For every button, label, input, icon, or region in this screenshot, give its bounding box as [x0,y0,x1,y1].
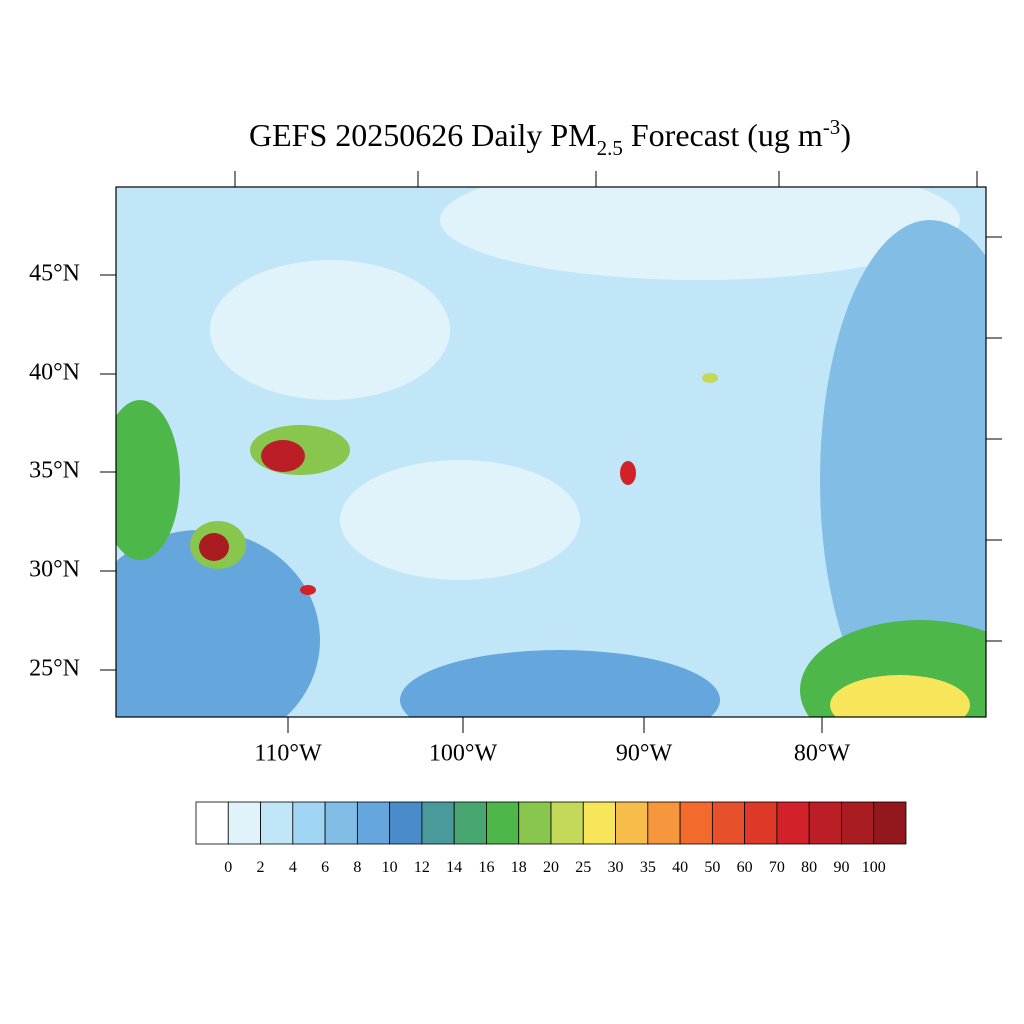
colorbar-label: 50 [704,859,720,876]
map-frame [115,186,987,718]
map-field [116,187,986,717]
title: GEFS 20250626 Daily PM2.5 Forecast (ug m… [249,115,851,160]
colorbar-box [227,801,261,845]
colorbar-label: 40 [672,859,688,876]
colorbar-label: 6 [321,859,329,876]
colorbar-box [292,801,326,845]
colorbar-label: 20 [543,859,559,876]
colorbar-label: 30 [608,859,624,876]
colorbar-box [582,801,616,845]
colorbar-box [550,801,584,845]
colorbar-label: 10 [382,859,398,876]
colorbar-label: 90 [833,859,849,876]
colorbar-label: 70 [769,859,785,876]
colorbar-label: 60 [737,859,753,876]
colorbar-box [647,801,681,845]
colorbar-box [389,801,423,845]
axis-labels: 45°N 40°N 35°N 30°N 25°N 110°W 100°W 90°W 80°W [29,261,850,767]
colorbar-label: 35 [640,859,656,876]
colorbar-box [841,801,875,845]
colorbar-box [356,801,391,845]
colorbar-box [486,801,520,845]
colorbar-box [324,801,358,845]
lat-label: 30°N [29,557,80,583]
lat-label: 25°N [29,656,80,682]
lat-label: 35°N [29,458,80,484]
colorbar-box [873,801,907,845]
colorbar-box [518,801,552,845]
colorbar-box [711,801,746,845]
colorbar-box [808,801,842,845]
lon-label: 100°W [429,741,498,767]
lat-label: 40°N [29,360,80,386]
lon-label: 80°W [794,741,851,767]
lon-label: 90°W [616,741,673,767]
colorbar-label: 0 [224,859,232,876]
colorbar-box [421,801,455,845]
title-end: ) [840,117,851,153]
colorbar-label: 80 [801,859,817,876]
lat-label: 45°N [29,261,80,287]
colorbar: 0 2 4 6 8 10 12 14 16 18 20 25 30 35 40 50 60 70 80 90 100 [195,801,907,876]
colorbar-box [260,801,294,845]
title-sup: -3 [823,115,841,139]
lon-label: 110°W [254,741,322,767]
colorbar-box [679,801,713,845]
colorbar-label: 25 [575,859,591,876]
colorbar-label: 18 [511,859,527,876]
colorbar-box [453,801,487,845]
colorbar-box [776,801,810,845]
colorbar-label: 14 [446,859,462,876]
title-main: GEFS 20250626 Daily PM [249,117,597,153]
colorbar-label: 8 [353,859,361,876]
colorbar-box [195,801,229,845]
colorbar-box [615,801,649,845]
title-sub: 2.5 [597,136,623,160]
colorbar-label: 12 [414,859,430,876]
colorbar-label: 4 [289,859,297,876]
title-rest: Forecast (ug m [623,117,823,153]
colorbar-label: 2 [257,859,265,876]
colorbar-label: 16 [478,859,494,876]
colorbar-box [744,801,778,845]
frame-ticks [100,171,1002,733]
colorbar-label: 100 [862,859,886,876]
